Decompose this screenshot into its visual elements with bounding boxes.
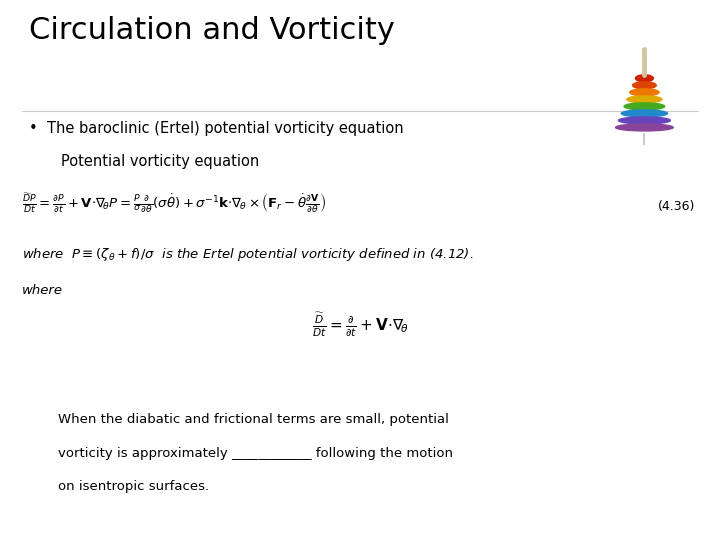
Text: (4.36): (4.36) bbox=[657, 200, 695, 213]
Text: $\frac{\widetilde{D}P}{Dt} = \frac{\partial P}{\partial t} + \mathbf{V}{\cdot}\n: $\frac{\widetilde{D}P}{Dt} = \frac{\part… bbox=[22, 192, 325, 216]
Ellipse shape bbox=[627, 96, 662, 103]
Text: Potential vorticity equation: Potential vorticity equation bbox=[61, 154, 259, 169]
Text: $\frac{\widetilde{D}}{Dt} = \frac{\partial}{\partial t} + \mathbf{V}{\cdot}\nabl: $\frac{\widetilde{D}}{Dt} = \frac{\parti… bbox=[312, 310, 408, 339]
Ellipse shape bbox=[621, 110, 667, 117]
Ellipse shape bbox=[616, 124, 673, 131]
Text: where: where bbox=[22, 284, 63, 296]
Text: Circulation and Vorticity: Circulation and Vorticity bbox=[29, 16, 395, 45]
Ellipse shape bbox=[630, 89, 659, 96]
Ellipse shape bbox=[635, 75, 654, 82]
Ellipse shape bbox=[624, 103, 665, 110]
Ellipse shape bbox=[618, 117, 670, 124]
Text: where  $P \equiv (\zeta_{\theta} + f)/\sigma$  is the Ertel potential vorticity : where $P \equiv (\zeta_{\theta} + f)/\si… bbox=[22, 246, 473, 262]
Text: vorticity is approximately ____________ following the motion: vorticity is approximately ____________ … bbox=[58, 447, 453, 460]
Text: •  The baroclinic (Ertel) potential vorticity equation: • The baroclinic (Ertel) potential vorti… bbox=[29, 122, 403, 137]
Text: on isentropic surfaces.: on isentropic surfaces. bbox=[58, 480, 209, 493]
Text: When the diabatic and frictional terms are small, potential: When the diabatic and frictional terms a… bbox=[58, 413, 449, 426]
Ellipse shape bbox=[633, 82, 656, 89]
